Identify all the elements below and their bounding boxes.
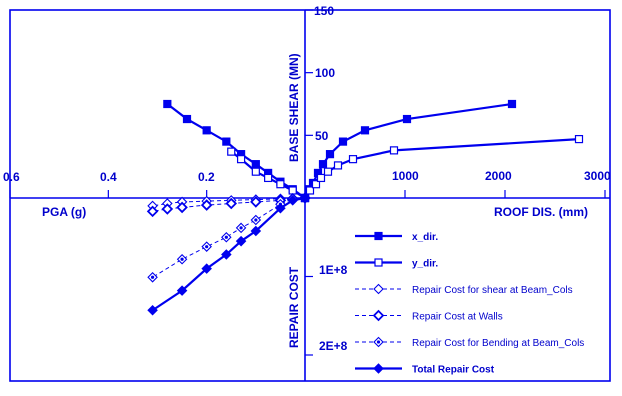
- series-6-point-5-dot: [224, 235, 228, 239]
- series-1-point-5: [333, 161, 343, 170]
- legend-label-2: Repair Cost for shear at Beam_Cols: [412, 285, 573, 296]
- tick-label-roof-3000: 3000: [584, 169, 611, 183]
- series-7-point-8: [147, 304, 158, 316]
- series-3-point-5: [236, 155, 246, 164]
- axis-label-repair-cost: REPAIR COST: [287, 266, 301, 348]
- legend-label-3: Repair Cost at Walls: [412, 312, 503, 323]
- series-7-point-4: [235, 235, 247, 247]
- series-6-point-8-dot: [150, 275, 155, 279]
- plot-frame: [9, 9, 611, 382]
- series-1-point-4: [323, 167, 333, 176]
- tick-label-top-100: 100: [315, 66, 335, 80]
- series-0-point-8: [402, 114, 412, 124]
- legend-marker-4-dot: [376, 340, 381, 344]
- tick-label-top-150: 150: [314, 4, 334, 18]
- series-0-point-7: [360, 126, 370, 135]
- series-2-point-6: [222, 137, 231, 146]
- legend-label-4: Repair Cost for Bending at Beam_Cols: [412, 338, 584, 349]
- series-1-point-2: [311, 180, 321, 189]
- series-3-point-6: [227, 147, 236, 156]
- series-5-point-6: [176, 201, 188, 214]
- legend-marker-5: [373, 363, 384, 374]
- series-6-point-7-dot: [180, 257, 184, 261]
- series-3-point-4: [251, 167, 260, 176]
- series-3-point-1: [288, 186, 297, 195]
- tick-label-roof-1000: 1000: [392, 169, 419, 183]
- legend-label-1: y_dir.: [412, 259, 438, 270]
- tick-label-pga-0.6: 0.6: [3, 170, 20, 184]
- series-7-point-2: [275, 202, 286, 214]
- series-line-1: [304, 137, 580, 199]
- series-7: [147, 192, 311, 316]
- legend-marker-2: [373, 283, 384, 295]
- series-5-point-3: [250, 196, 262, 208]
- axis-label-roof-dis: ROOF DIS. (mm): [494, 205, 588, 219]
- tick-label-top-50: 50: [315, 129, 329, 143]
- series-7-point-3: [250, 225, 262, 237]
- legend: x_dir. y_dir. Repair Cost for shear at Bea…: [355, 231, 584, 376]
- series-1-point-6: [348, 155, 358, 164]
- series-0-point-6: [338, 137, 348, 146]
- series-1-point-8: [574, 134, 584, 144]
- series-0-point-4: [318, 160, 328, 169]
- legend-marker-1: [374, 258, 383, 267]
- series-7-point-7: [176, 285, 188, 296]
- tick-label-pga-0.2: 0.2: [198, 170, 215, 184]
- series-1-point-7: [389, 146, 399, 155]
- legend-label-0: x_dir.: [412, 232, 438, 243]
- series-7-point-5: [221, 249, 232, 260]
- series-2-point-7: [202, 126, 211, 135]
- tick-label-cost-1e8: 1E+8: [319, 263, 348, 277]
- tick-label-pga-0.4: 0.4: [100, 170, 117, 184]
- series-7-point-0: [299, 192, 311, 204]
- series-1-point-3: [316, 173, 326, 183]
- legend-label-5: Total Repair Cost: [412, 365, 495, 376]
- series-line-2: [166, 103, 306, 199]
- series-0-point-5: [325, 150, 335, 159]
- series-6-point-6-dot: [205, 245, 209, 249]
- series-5-point-8: [146, 205, 159, 218]
- series-7-point-6: [201, 263, 212, 274]
- series-6-point-3-dot: [254, 218, 258, 222]
- series-0: [300, 99, 517, 203]
- series-3-point-3: [264, 173, 273, 183]
- legend-marker-0: [374, 231, 383, 241]
- series-5-point-4: [225, 197, 238, 210]
- series-0-point-9: [507, 99, 517, 109]
- series-2-point-4: [251, 160, 260, 169]
- series-2-point-9: [163, 99, 172, 109]
- axis-label-pga: PGA (g): [42, 205, 86, 219]
- tick-label-cost-2e8: 2E+8: [319, 339, 348, 353]
- series-1-point-1: [305, 186, 315, 195]
- series-5-point-5: [200, 199, 213, 211]
- series-7-point-1: [287, 195, 298, 206]
- series-3-point-2: [276, 180, 285, 189]
- tick-label-roof-2000: 2000: [485, 169, 512, 183]
- series-5-point-7: [161, 203, 174, 215]
- series-2-point-8: [182, 114, 192, 124]
- series-6-point-4-dot: [239, 226, 243, 230]
- axis-label-base-shear: BASE SHEAR (MN): [287, 53, 301, 162]
- legend-marker-3: [372, 309, 385, 322]
